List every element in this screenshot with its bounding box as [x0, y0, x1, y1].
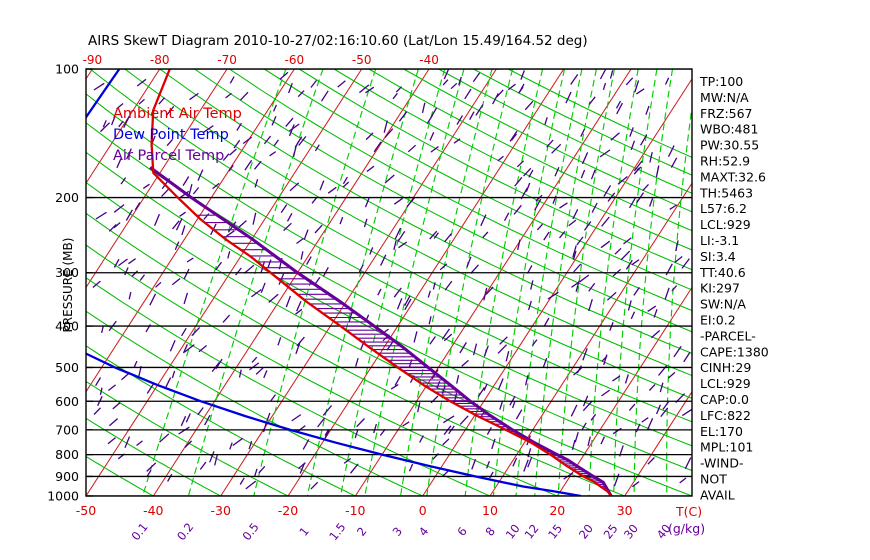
temperature-axis-title: T(C) [675, 504, 702, 519]
sounding-parameter-item: LCL:929 [700, 376, 751, 391]
bottom-temp-tick-label: 30 [617, 503, 633, 518]
legend-ambient-label: Ambient Air Temp [113, 106, 242, 122]
pressure-tick-label: 600 [55, 394, 79, 409]
sounding-parameter-list: TP:100MW:N/AFRZ:567WBO:481PW:30.55RH:52.… [699, 74, 769, 502]
top-temp-tick-label: -90 [83, 53, 103, 67]
pressure-tick-label: 500 [55, 360, 79, 375]
top-temperature-axis-labels: -90 -80 -70 -60 -50 -40 [83, 53, 439, 67]
bottom-temperature-axis-labels: -50 -40 -30 -20 -10 0 10 20 30 [76, 503, 633, 518]
sounding-parameter-item: CAP:0.0 [700, 392, 749, 407]
sounding-parameter-item: MW:N/A [700, 90, 749, 105]
bottom-temp-tick-label: 20 [549, 503, 565, 518]
sounding-parameter-item: NOT [700, 472, 727, 487]
bottom-temp-tick-label: -10 [345, 503, 365, 518]
sounding-parameter-item: LFC:822 [700, 408, 751, 423]
pressure-tick-label: 700 [55, 422, 79, 437]
pressure-tick-label: 100 [55, 62, 79, 77]
pressure-tick-label: 300 [55, 265, 79, 280]
page-title: AIRS SkewT Diagram 2010-10-27/02:16:10.6… [88, 33, 588, 49]
sounding-parameter-item: MAXT:32.6 [700, 169, 766, 184]
top-temp-tick-label: -60 [285, 53, 305, 67]
pressure-tick-label: 400 [55, 319, 79, 334]
pressure-axis-ticks [86, 68, 93, 497]
pressure-tick-label: 800 [55, 447, 79, 462]
sounding-parameter-item: EI:0.2 [700, 313, 736, 328]
sounding-parameter-item: EL:170 [700, 424, 743, 439]
bottom-temp-tick-label: 0 [419, 503, 427, 518]
plot-frame [85, 68, 693, 497]
sounding-parameter-item: SW:N/A [700, 297, 746, 312]
ambient-temp-curve [150, 69, 613, 496]
sounding-parameter-item: -WIND- [700, 456, 744, 471]
sounding-parameter-item: MPL:101 [700, 440, 753, 455]
bottom-temp-tick-label: -20 [278, 503, 298, 518]
sounding-parameter-item: -PARCEL- [700, 328, 756, 343]
dewpoint-curve [86, 69, 582, 496]
legend-parcel-label: Air Parcel Temp [113, 148, 224, 164]
bottom-temp-tick-label: -30 [210, 503, 230, 518]
sounding-parameter-item: KI:297 [700, 281, 740, 296]
isotherm-lines [86, 69, 692, 496]
sounding-parameter-item: LI:-3.1 [700, 233, 739, 248]
pressure-tick-label: 900 [55, 469, 79, 484]
sounding-parameter-item: LCL:929 [700, 217, 751, 232]
sounding-parameter-item: CINH:29 [700, 360, 751, 375]
sounding-parameter-item: AVAIL [700, 487, 735, 502]
parcel-temp-curve [149, 166, 613, 496]
sounding-parameter-item: RH:52.9 [700, 154, 750, 169]
pressure-tick-label: 200 [55, 190, 79, 205]
sounding-parameter-item: TT:40.6 [699, 265, 746, 280]
sounding-parameter-item: SI:3.4 [700, 249, 736, 264]
legend: Ambient Air Temp Dew Point Temp Air Parc… [113, 106, 242, 164]
top-temp-tick-label: -50 [352, 53, 372, 67]
sounding-parameter-item: PW:30.55 [700, 138, 759, 153]
sounding-parameter-item: WBO:481 [700, 122, 758, 137]
top-temp-tick-label: -80 [150, 53, 170, 67]
bottom-temp-tick-label: 10 [482, 503, 498, 518]
pressure-axis-title: PRESSURE (MB) [61, 238, 75, 333]
sounding-parameter-item: CAPE:1380 [700, 344, 769, 359]
mixing-ratio-lines [142, 69, 692, 496]
bottom-temp-tick-label: -40 [143, 503, 163, 518]
mixing-ratio-axis-title: (g/kg) [668, 521, 705, 536]
bottom-temp-tick-label: -50 [76, 503, 96, 518]
sounding-parameter-item: TH:5463 [699, 185, 753, 200]
legend-dewpoint-label: Dew Point Temp [113, 127, 229, 143]
sounding-parameter-item: FRZ:567 [700, 106, 753, 121]
pressure-tick-label: 1000 [47, 489, 79, 504]
top-temp-tick-label: -40 [419, 53, 439, 67]
sounding-parameter-item: TP:100 [699, 74, 743, 89]
pressure-axis-labels: 100 200 300 400 500 600 700 800 900 1000 [47, 62, 79, 504]
top-temp-tick-label: -70 [217, 53, 237, 67]
sounding-parameter-item: L57:6.2 [700, 201, 747, 216]
